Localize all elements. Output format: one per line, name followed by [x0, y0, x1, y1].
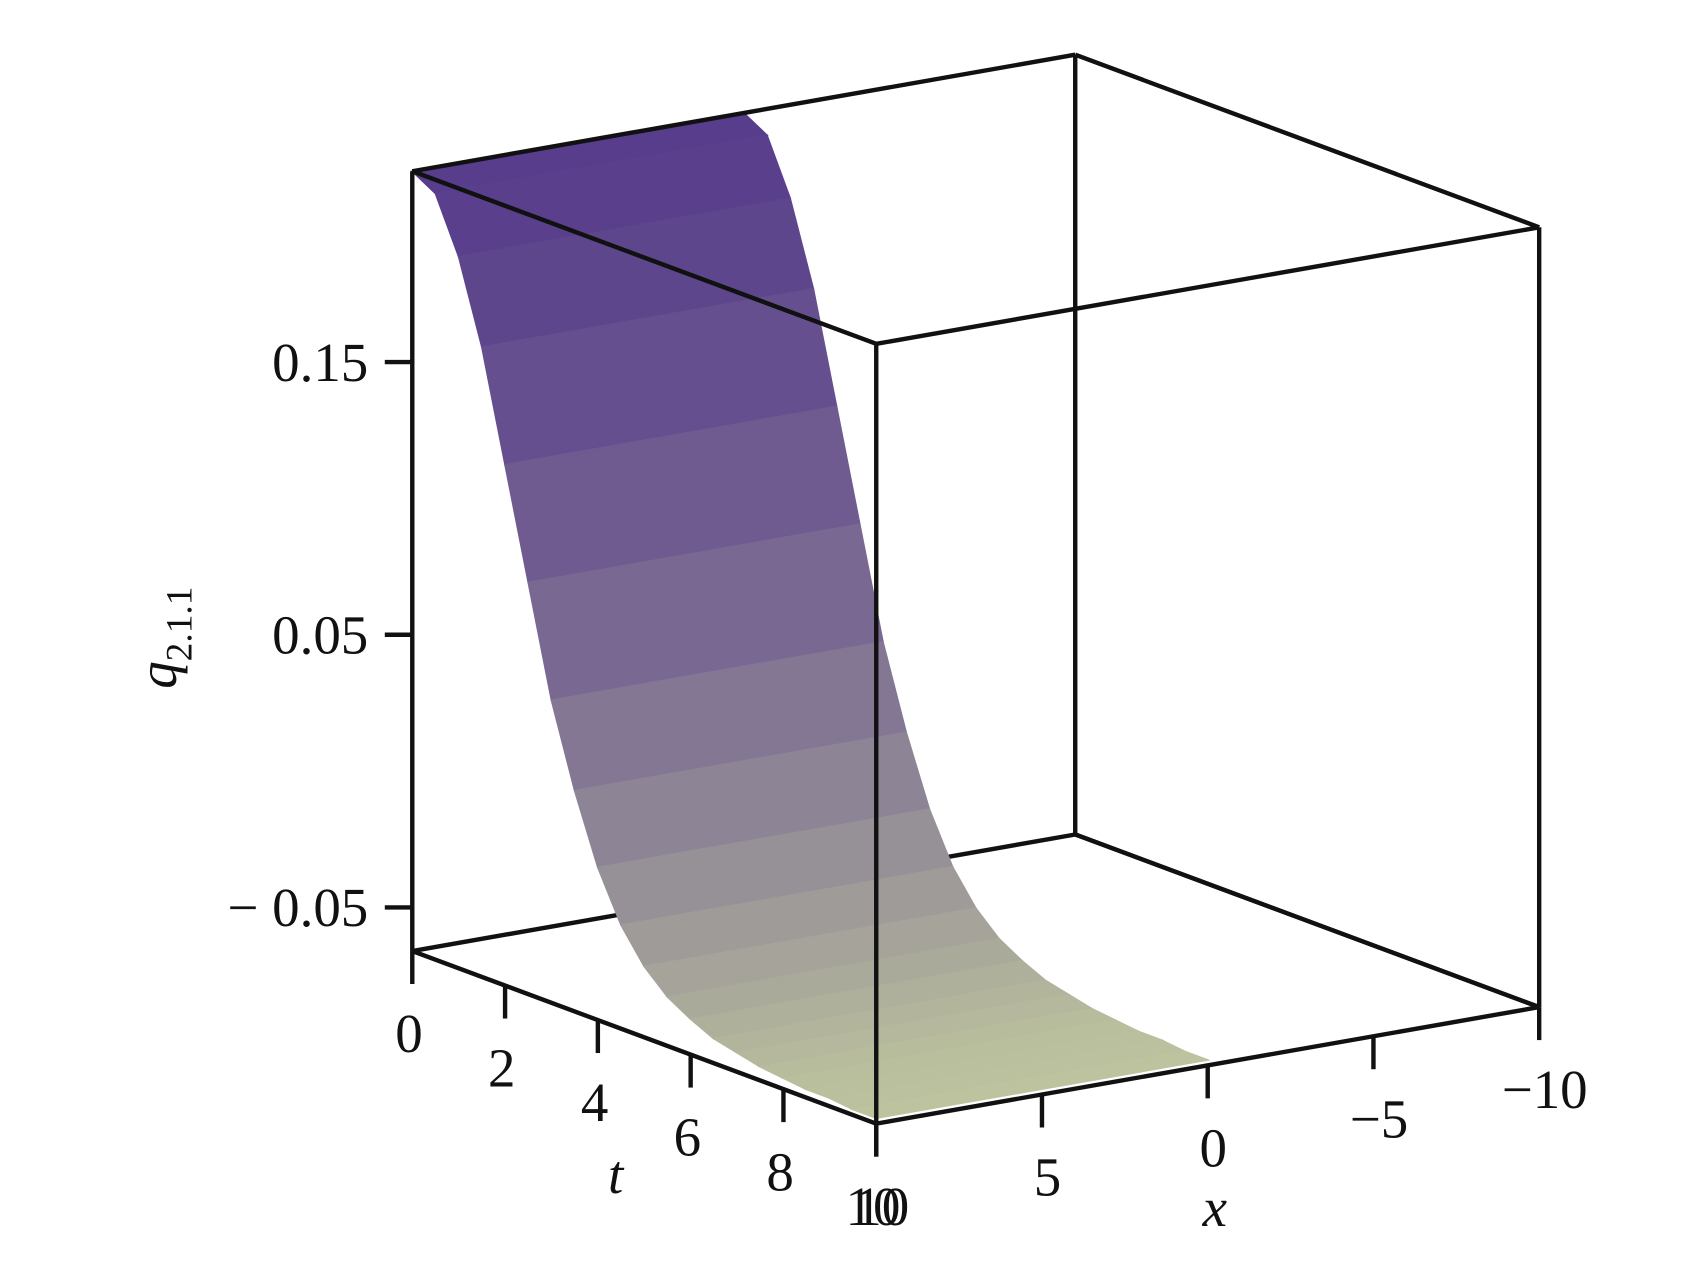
t-axis-label: t	[608, 1144, 625, 1205]
z-axis-label-sub: 2.1.1	[159, 587, 200, 662]
z-tick-label: 0.05	[272, 604, 368, 665]
t-tick-label: 10	[845, 1176, 900, 1237]
surface-patch	[849, 1050, 1211, 1120]
box-edge	[411, 169, 878, 346]
x-tick-label: −10	[1502, 1059, 1588, 1120]
x-tick-label: −5	[1350, 1088, 1409, 1149]
z-tick-label: − 0.05	[227, 877, 368, 938]
t-tick-label: 4	[581, 1072, 608, 1133]
box-edge	[411, 948, 878, 1126]
x-tick-label: 5	[1034, 1147, 1061, 1208]
x-tick-label: 0	[1199, 1118, 1226, 1179]
x-tick-label: 10	[854, 1176, 909, 1237]
box-edge	[875, 225, 1540, 347]
x-axis-label: x	[1202, 1177, 1227, 1238]
t-tick-label: 2	[488, 1038, 515, 1099]
z-axis-label: q2.1.1	[127, 587, 200, 689]
box-edge	[1074, 832, 1540, 1010]
z-tick-label: 0.15	[272, 332, 368, 393]
t-tick-label: 6	[674, 1107, 701, 1168]
box-edge	[411, 52, 1076, 174]
t-tick-label: 8	[766, 1141, 793, 1202]
z-axis-label-main: q	[127, 661, 188, 688]
t-tick-label: 0	[395, 1003, 422, 1064]
box-edge	[1074, 52, 1540, 230]
